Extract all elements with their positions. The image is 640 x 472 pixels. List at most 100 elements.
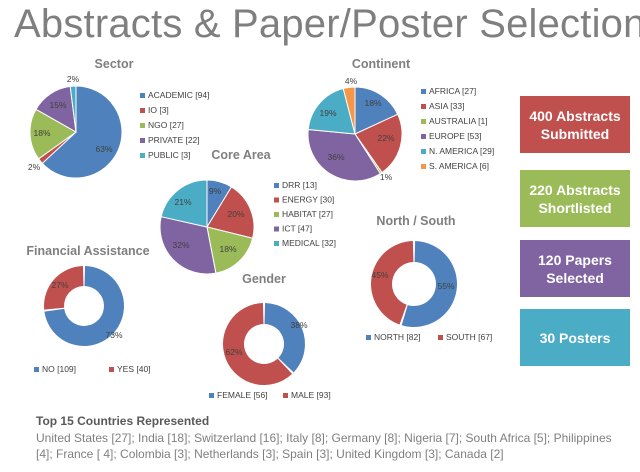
legend-entry-n-america: N. AMERICA [29] <box>429 146 494 156</box>
legend-entry-private: PRIVATE [22] <box>148 135 200 145</box>
data-label-continent-s-america: 4% <box>345 76 358 86</box>
data-label-north-south-south: 45% <box>371 270 388 280</box>
countries-heading: Top 15 Countries Represented <box>36 414 210 428</box>
data-label-continent-asia: 22% <box>377 133 394 143</box>
slice-financial-assistance-no <box>44 266 125 346</box>
slice-core-area-energy <box>206 186 255 239</box>
data-label-sector-io: 2% <box>28 162 41 172</box>
legend-entry-s-america: S. AMERICA [6] <box>429 161 489 171</box>
data-label-sector-private: 15% <box>49 100 66 110</box>
posters-box: 30 Posters <box>520 309 630 366</box>
page-title: Abstracts & Paper/Poster Selection <box>14 2 640 46</box>
legend-swatch-energy <box>274 197 279 203</box>
legend-swatch-asia <box>421 104 426 109</box>
legend-entry-europe: EUROPE [53] <box>429 131 481 141</box>
data-label-continent-n-america: 19% <box>319 108 336 118</box>
slice-continent-africa <box>354 86 399 135</box>
legend-swatch-private <box>140 138 145 143</box>
slice-gender-male <box>222 303 293 386</box>
legend-swatch-ict <box>274 226 279 232</box>
slice-continent-n-america <box>307 87 356 135</box>
slice-financial-assistance-yes <box>43 266 84 310</box>
legend-entry-medical: MEDICAL [32] <box>282 238 336 248</box>
legend-entry-energy: ENERGY [30] <box>282 195 334 205</box>
legend-swatch-no <box>34 367 39 372</box>
legend-entry-io: IO [3] <box>148 105 169 115</box>
legend-swatch-female <box>209 393 214 398</box>
legend-entry-asia: ASIA [33] <box>429 101 464 111</box>
legend-entry-habitat: HABITAT [27] <box>282 209 333 219</box>
countries-list: United States [27]; India [18]; Switzerl… <box>36 431 612 461</box>
chart-title-gender: Gender <box>242 272 286 286</box>
legend-entry-africa: AFRICA [27] <box>429 86 476 96</box>
financial-assistance-chart: Financial Assistance 73% 27% NO [109] YES [4… <box>26 244 150 374</box>
chart-title-sector: Sector <box>95 57 134 71</box>
legend-swatch-io <box>140 108 145 113</box>
data-label-sector-public: 2% <box>67 74 80 84</box>
data-label-sector-ngo: 18% <box>33 128 50 138</box>
slice-core-area-medical <box>160 179 208 228</box>
legend-entry-ict: ICT [47] <box>282 224 312 234</box>
legend-swatch-ngo <box>140 123 145 128</box>
data-label-continent-australia: 1% <box>380 172 393 182</box>
slice-continent-asia <box>354 113 403 174</box>
legend-swatch-south <box>438 335 443 340</box>
legend-entry-male: MALE [93] <box>291 390 331 400</box>
slice-gender-female <box>264 303 306 373</box>
data-label-continent-africa: 18% <box>364 98 381 108</box>
legend-entry-ngo: NGO [27] <box>148 120 184 130</box>
continent-chart: Continent 18% 22% 1% 36% 19% 4% AFRICA [27] ASIA… <box>307 57 494 182</box>
abstracts-submitted-box: 400 Abstracts Submitted <box>520 96 630 153</box>
legend-swatch-s-america <box>421 164 426 169</box>
legend-entry-australia: AUSTRALIA [1] <box>429 116 488 126</box>
gender-chart: Gender 38% 62% FEMALE [56] MALE [93] <box>209 272 331 400</box>
data-label-gender-male: 62% <box>225 347 242 357</box>
core-area-chart: Core Area 9% 20% 18% 32% 21% DRR [13] ENERGY [3… <box>159 148 336 275</box>
chart-title-core-area: Core Area <box>211 148 271 162</box>
slice-north-south-north <box>401 241 458 327</box>
data-label-continent-europe: 36% <box>327 152 344 162</box>
legend-swatch-africa <box>421 89 426 94</box>
data-label-financial-assistance-yes: 27% <box>51 280 68 290</box>
slice-core-area-habitat <box>206 226 254 274</box>
legend-entry-yes: YES [40] <box>117 364 151 374</box>
chart-title-financial-assistance: Financial Assistance <box>26 244 149 258</box>
legend-entry-south: SOUTH [67] <box>446 332 492 342</box>
legend-swatch-north <box>366 335 371 340</box>
legend-swatch-drr <box>274 183 279 188</box>
legend-swatch-yes <box>109 367 114 372</box>
chart-title-continent: Continent <box>352 57 411 71</box>
data-label-core-area-medical: 21% <box>174 197 191 207</box>
data-label-core-area-drr: 9% <box>209 186 222 196</box>
slice-sector-academic <box>41 85 123 179</box>
data-label-core-area-energy: 20% <box>227 209 244 219</box>
slice-sector-public <box>69 85 77 133</box>
legend-entry-female: FEMALE [56] <box>217 390 268 400</box>
legend-swatch-australia <box>421 119 426 124</box>
legend-swatch-public <box>140 153 145 158</box>
legend-entry-drr: DRR [13] <box>282 180 317 190</box>
legend-swatch-habitat <box>274 212 279 217</box>
chart-title-north-south: North / South <box>376 214 455 228</box>
slice-continent-europe <box>307 129 382 182</box>
data-label-core-area-habitat: 18% <box>219 244 236 254</box>
legend-entry-public: PUBLIC [3] <box>148 150 191 160</box>
legend-entry-academic: ACADEMIC [94] <box>148 90 209 100</box>
sector-chart: Sector 63% 2% 18% 15% 2% ACADEMIC [94] IO [3] NG… <box>28 57 209 179</box>
data-label-core-area-ict: 32% <box>172 240 189 250</box>
legend-swatch-europe <box>421 134 426 139</box>
north-south-chart: North / South 55% 45% NORTH [82] SOUTH [67] <box>366 214 492 342</box>
legend-swatch-n-america <box>421 149 426 154</box>
data-label-sector-academic: 63% <box>95 144 112 154</box>
legend-swatch-academic <box>140 93 145 98</box>
legend-entry-north: NORTH [82] <box>374 332 421 342</box>
legend-swatch-male <box>283 393 288 398</box>
abstracts-shortlisted-box: 220 Abstracts Shortlisted <box>520 170 630 227</box>
slice-continent-s-america <box>342 86 356 135</box>
data-label-gender-female: 38% <box>290 320 307 330</box>
slice-core-area-ict <box>159 216 217 275</box>
data-label-financial-assistance-no: 73% <box>105 330 122 340</box>
legend-entry-no: NO [109] <box>42 364 76 374</box>
legend-swatch-medical <box>274 241 279 246</box>
